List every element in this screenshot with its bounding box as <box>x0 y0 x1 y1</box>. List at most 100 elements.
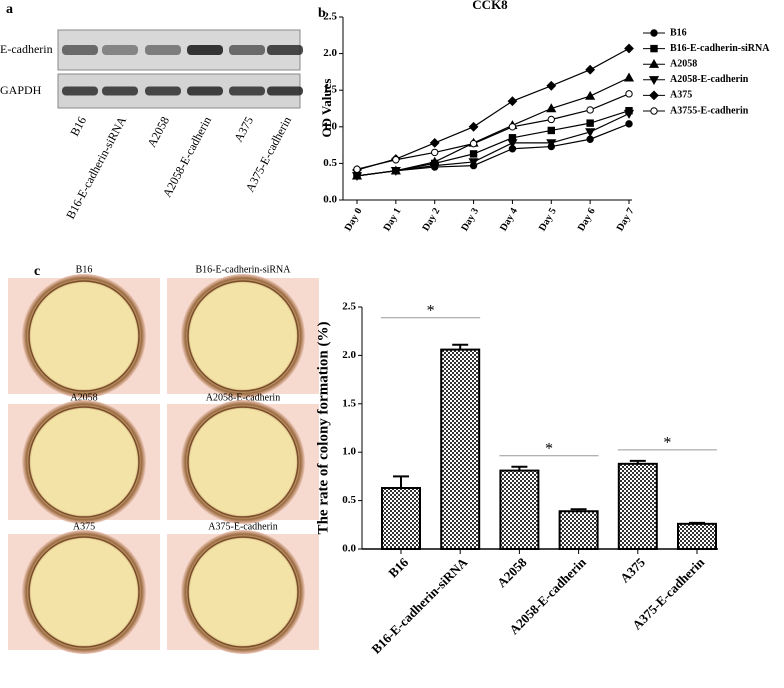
bar <box>440 348 481 551</box>
point <box>650 29 658 37</box>
y-tick-label: 2.0 <box>342 349 356 361</box>
plate-dish <box>22 400 146 524</box>
x-tick-label: Day 4 <box>498 206 520 233</box>
point <box>429 161 440 171</box>
panel-label: a <box>6 2 13 17</box>
point <box>547 126 555 135</box>
point <box>431 148 439 157</box>
plate-dish <box>181 274 305 398</box>
x-tick-label: Day 2 <box>420 206 442 233</box>
x-tick-label: Day 5 <box>537 206 559 233</box>
y-tick-label: 1.0 <box>342 446 356 458</box>
band <box>187 45 223 55</box>
point <box>390 167 401 176</box>
point <box>546 103 557 113</box>
y-tick-label: 0.0 <box>323 194 337 206</box>
point <box>648 58 660 68</box>
band <box>62 86 98 96</box>
series-line <box>356 77 630 177</box>
point <box>586 119 594 127</box>
point <box>469 150 478 158</box>
x-tick-label: B16-E-cadherin-siRNA <box>368 554 470 656</box>
lane-label: B16 <box>67 114 89 138</box>
band <box>102 86 138 96</box>
plate-dish <box>22 530 146 654</box>
bar <box>558 510 599 550</box>
series-line <box>356 47 630 171</box>
y-tick-label: 1.5 <box>342 397 356 409</box>
band-label: E-cadherin <box>0 42 53 56</box>
point <box>507 139 518 149</box>
legend-label: B16-E-cadherin-siRNA <box>670 43 770 54</box>
band <box>102 45 138 55</box>
point <box>650 107 658 115</box>
bar <box>499 469 540 551</box>
point <box>353 165 361 173</box>
legend-label: A2058-E-cadherin <box>670 74 749 85</box>
band <box>267 45 303 55</box>
legend-label: A3755-E-cadherin <box>670 105 749 116</box>
point <box>546 80 557 91</box>
plate-dish <box>22 274 146 398</box>
point <box>625 120 633 128</box>
point <box>468 158 479 168</box>
point <box>585 90 596 100</box>
x-tick-label: Day 6 <box>576 206 598 233</box>
point <box>625 90 633 98</box>
y-tick-label: 1.0 <box>323 120 337 132</box>
bar <box>617 462 658 551</box>
x-tick-label: Day 0 <box>343 206 365 233</box>
x-tick-label: Day 3 <box>459 206 481 233</box>
point <box>585 64 596 75</box>
point <box>469 139 478 148</box>
x-tick-label: Day 7 <box>615 206 637 233</box>
lane-label: A2058 <box>144 114 172 149</box>
band <box>267 86 303 96</box>
band <box>187 86 223 96</box>
x-tick-label: A375 <box>617 554 648 585</box>
plate-rim <box>187 406 299 518</box>
bar <box>381 487 421 550</box>
y-tick-label: 0.5 <box>342 494 356 506</box>
band <box>145 45 181 55</box>
significance-label: * <box>663 435 671 452</box>
legend-label: B16 <box>670 27 687 38</box>
chart-title: CCK8 <box>472 0 508 12</box>
y-tick-label: 2.5 <box>323 11 337 23</box>
plate-label: A2058 <box>70 392 97 403</box>
point <box>507 96 518 107</box>
plate-dish <box>181 400 305 524</box>
legend-label: A375 <box>670 90 692 101</box>
plate-label: A375-E-cadherin <box>208 521 277 532</box>
plate-label: A2058-E-cadherin <box>206 392 280 403</box>
plate-rim <box>187 280 299 392</box>
series-line <box>356 113 630 177</box>
point <box>429 137 440 148</box>
plate-rim <box>28 280 140 392</box>
point <box>624 43 634 54</box>
point <box>648 76 660 86</box>
plate-dish <box>181 530 305 654</box>
band-label: GAPDH <box>0 83 42 97</box>
lane-label: A375 <box>231 114 256 144</box>
point <box>392 156 400 164</box>
band <box>145 86 181 96</box>
panel-label: b <box>318 6 326 21</box>
x-tick-label: B16 <box>385 554 411 580</box>
point <box>623 109 635 119</box>
legend-label: A2058 <box>670 58 697 69</box>
blot <box>57 29 301 109</box>
plate-rim <box>187 536 299 648</box>
point <box>546 139 557 149</box>
point <box>468 121 479 132</box>
y-tick-label: 2.0 <box>323 47 337 59</box>
band <box>62 45 98 55</box>
plate-rim <box>28 406 140 518</box>
plate-label: B16-E-cadherin-siRNA <box>196 264 292 275</box>
series-line <box>356 93 630 170</box>
band <box>229 45 265 55</box>
panel-label: c <box>34 264 40 279</box>
point <box>649 90 659 101</box>
y-tick-label: 2.5 <box>342 301 356 313</box>
y-tick-label: 0.5 <box>323 157 337 169</box>
